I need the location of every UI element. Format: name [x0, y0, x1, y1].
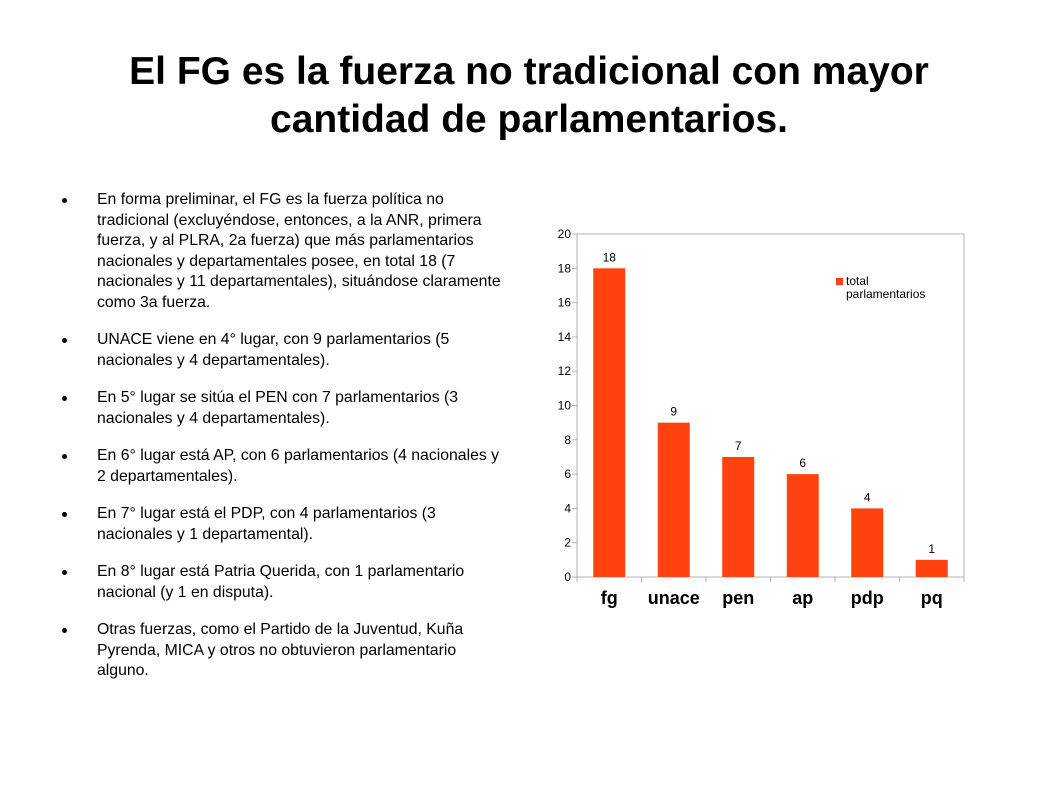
bar-ap: [786, 474, 819, 577]
bullet-dot-icon: [62, 338, 67, 343]
bar-unace: [657, 422, 690, 577]
bullet-text: En 8° lugar está Patria Querida, con 1 p…: [97, 563, 465, 601]
y-tick-label: 12: [558, 364, 572, 378]
x-tick-label: fg: [601, 588, 618, 608]
bullet-item: En 7° lugar está el PDP, con 4 parlament…: [62, 504, 512, 545]
y-tick-label: 10: [558, 399, 572, 413]
bullet-item: En 5° lugar se sitúa el PEN con 7 parlam…: [62, 388, 512, 429]
bullet-text: En 5° lugar se sitúa el PEN con 7 parlam…: [97, 389, 459, 427]
bar-chart: 0 2 4 6 8 10 12 14 16 18 20 18 fg 9 unace 7 pen 6 ap 4 pdp 1 p…: [558, 227, 965, 608]
bullet-dot-icon: [62, 570, 67, 575]
data-label: 4: [864, 490, 871, 504]
data-label: 9: [670, 405, 677, 419]
bullet-dot-icon: [62, 512, 67, 517]
data-label: 18: [603, 250, 617, 264]
y-tick-label: 0: [564, 570, 571, 584]
bullet-dot-icon: [62, 628, 67, 633]
x-tick-label: pq: [921, 588, 943, 608]
legend-swatch: [836, 278, 843, 285]
data-label: 6: [799, 456, 806, 470]
bullet-text: En forma preliminar, el FG es la fuerza …: [97, 191, 501, 311]
bullet-dot-icon: [62, 454, 67, 459]
slide-title: El FG es la fuerza no tradicional con ma…: [20, 48, 1038, 144]
y-tick-label: 2: [564, 536, 571, 550]
y-tick-label: 18: [558, 261, 572, 275]
data-label: 7: [735, 439, 742, 453]
bullet-text: Otras fuerzas, como el Partido de la Juv…: [97, 621, 464, 679]
legend-label: total: [846, 274, 869, 288]
y-tick-label: 6: [564, 467, 571, 481]
x-tick-label: unace: [648, 588, 700, 608]
bar-pq: [915, 559, 948, 577]
data-label: 1: [928, 542, 935, 556]
bullet-item: En 6° lugar está AP, con 6 parlamentario…: [62, 446, 512, 487]
y-tick-label: 16: [558, 296, 572, 310]
bullet-item: En 8° lugar está Patria Querida, con 1 p…: [62, 562, 512, 603]
bullet-item: UNACE viene en 4° lugar, con 9 parlament…: [62, 330, 512, 371]
bullet-dot-icon: [62, 396, 67, 401]
legend-label: parlamentarios: [846, 287, 925, 301]
plot-area: [576, 233, 965, 578]
y-tick-label: 8: [564, 433, 571, 447]
bullet-text: UNACE viene en 4° lugar, con 9 parlament…: [97, 331, 450, 369]
bullet-item: Otras fuerzas, como el Partido de la Juv…: [62, 620, 512, 682]
slide-title-line-1: El FG es la fuerza no tradicional con ma…: [129, 50, 929, 93]
y-tick-label: 14: [558, 330, 572, 344]
bullet-text: En 7° lugar está el PDP, con 4 parlament…: [97, 505, 436, 543]
slide-title-line-2: cantidad de parlamentarios.: [270, 98, 788, 141]
bullet-text: En 6° lugar está AP, con 6 parlamentario…: [97, 447, 500, 485]
bar-pen: [722, 456, 755, 577]
x-tick-label: ap: [792, 588, 813, 608]
bar-fg: [593, 268, 626, 577]
bullet-item: En forma preliminar, el FG es la fuerza …: [62, 190, 512, 313]
x-tick-label: pdp: [851, 588, 884, 608]
bar-pdp: [851, 508, 884, 577]
bullet-dot-icon: [62, 198, 67, 203]
x-tick-label: pen: [722, 588, 754, 608]
bullet-list: En forma preliminar, el FG es la fuerza …: [62, 190, 512, 699]
y-tick-label: 4: [564, 501, 571, 515]
y-tick-label: 20: [558, 227, 572, 241]
